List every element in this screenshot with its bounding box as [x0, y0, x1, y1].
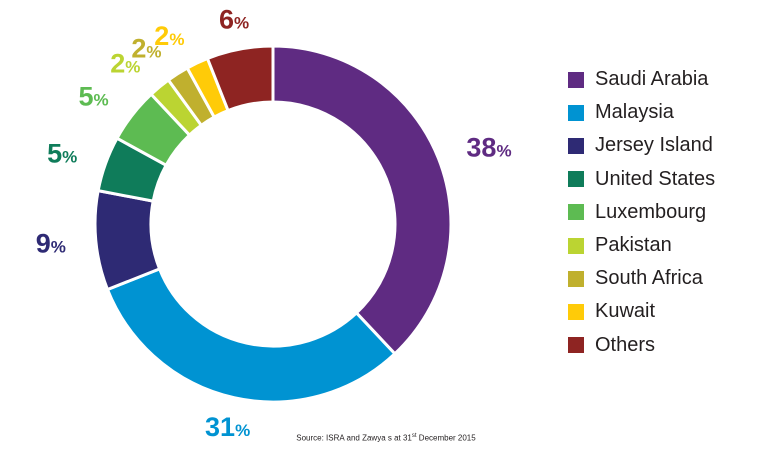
- legend-item-malaysia: Malaysia: [568, 96, 715, 129]
- legend-label: Kuwait: [595, 300, 656, 323]
- legend-label: Jersey Island: [595, 134, 713, 157]
- source-suffix: December 2015: [416, 433, 476, 443]
- data-label-malaysia: 31%: [205, 412, 250, 442]
- legend-label: Luxembourg: [595, 200, 707, 223]
- legend-swatch: [568, 204, 584, 221]
- legend-item-kuwait: Kuwait: [568, 295, 715, 328]
- source-superscript: st: [411, 433, 417, 439]
- donut-chart: 38%31%9%5%5%2%2%2%6%: [36, 5, 512, 442]
- legend-swatch: [568, 104, 584, 121]
- legend-item-pakistan: Pakistan: [568, 229, 715, 262]
- legend-label: Others: [595, 333, 656, 356]
- legend-label: South Africa: [595, 267, 703, 290]
- legend-swatch: [568, 237, 584, 254]
- legend-swatch: [568, 337, 584, 354]
- legend-swatch: [568, 137, 584, 154]
- legend-item-united-states: United States: [568, 163, 715, 196]
- legend: Saudi Arabia Malaysia Jersey Island United …: [568, 63, 715, 362]
- legend-item-luxembourg: Luxembourg: [568, 196, 715, 229]
- legend-item-jersey-island: Jersey Island: [568, 129, 715, 162]
- data-label-south-africa: 2%: [131, 33, 161, 63]
- legend-swatch: [568, 171, 584, 188]
- legend-item-others: Others: [568, 329, 715, 362]
- legend-swatch: [568, 270, 584, 287]
- data-label-others: 6%: [219, 5, 249, 35]
- legend-swatch: [568, 71, 584, 88]
- data-label-saudi-arabia: 38%: [466, 132, 511, 162]
- data-label-pakistan: 2%: [110, 49, 140, 79]
- source-note: Source: ISRA and Zawya s at 31st Decembe…: [0, 433, 772, 443]
- data-label-kuwait: 2%: [154, 21, 184, 51]
- source-prefix: Source: ISRA and Zawya s at 31: [296, 433, 412, 443]
- legend-label: Saudi Arabia: [595, 68, 709, 91]
- legend-item-saudi-arabia: Saudi Arabia: [568, 63, 715, 96]
- slice-saudi-arabia: [271, 44, 453, 356]
- legend-label: United States: [595, 167, 716, 190]
- data-label-united-states: 5%: [47, 139, 77, 169]
- legend-label: Pakistan: [595, 234, 672, 257]
- slice-others: [205, 44, 275, 113]
- data-label-jersey-island: 9%: [36, 229, 66, 259]
- slice-malaysia: [105, 266, 397, 404]
- data-label-luxembourg: 5%: [78, 82, 108, 112]
- legend-item-south-africa: South Africa: [568, 262, 715, 295]
- legend-label: Malaysia: [595, 101, 674, 124]
- legend-swatch: [568, 303, 584, 320]
